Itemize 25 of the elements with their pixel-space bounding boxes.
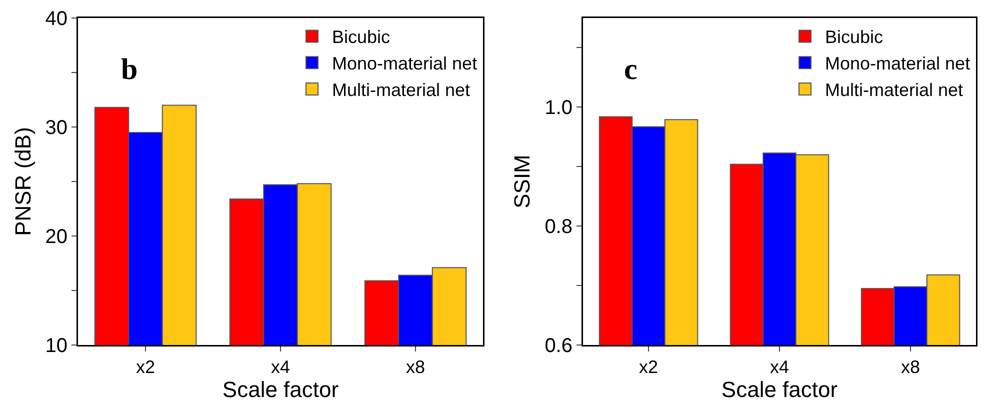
y-tick-label: 40 <box>45 8 68 30</box>
y-tick-label: 20 <box>45 226 68 248</box>
y-tick-label: 1.0 <box>544 97 572 120</box>
legend-label: Multi-material net <box>825 80 964 100</box>
x-tick-label: x4 <box>770 357 790 378</box>
x-tick-label: x8 <box>406 357 426 378</box>
y-axis-title: SSIM <box>510 154 535 208</box>
legend-label: Bicubic <box>825 27 884 48</box>
y-tick-label: 30 <box>45 117 68 139</box>
x-tick-label: x8 <box>900 357 920 378</box>
legend-label: Mono-material net <box>825 54 970 74</box>
legend-label: Multi-material net <box>332 80 470 100</box>
y-tick-label: 0.8 <box>544 216 572 238</box>
legend-label: Bicubic <box>332 27 390 48</box>
y-axis-title: PNSR (dB) <box>10 127 36 236</box>
annotation: b <box>121 53 138 86</box>
y-tick-label: 0.6 <box>544 335 572 357</box>
x-axis-title: Scale factor <box>222 377 339 402</box>
annotation: c <box>624 53 638 86</box>
legend-label: Mono-material net <box>332 54 478 74</box>
x-tick-label: x2 <box>638 357 658 378</box>
x-axis-title: Scale factor <box>721 377 838 402</box>
x-tick-label: x2 <box>136 357 156 378</box>
x-tick-label: x4 <box>270 357 290 378</box>
y-tick-label: 10 <box>45 335 68 357</box>
